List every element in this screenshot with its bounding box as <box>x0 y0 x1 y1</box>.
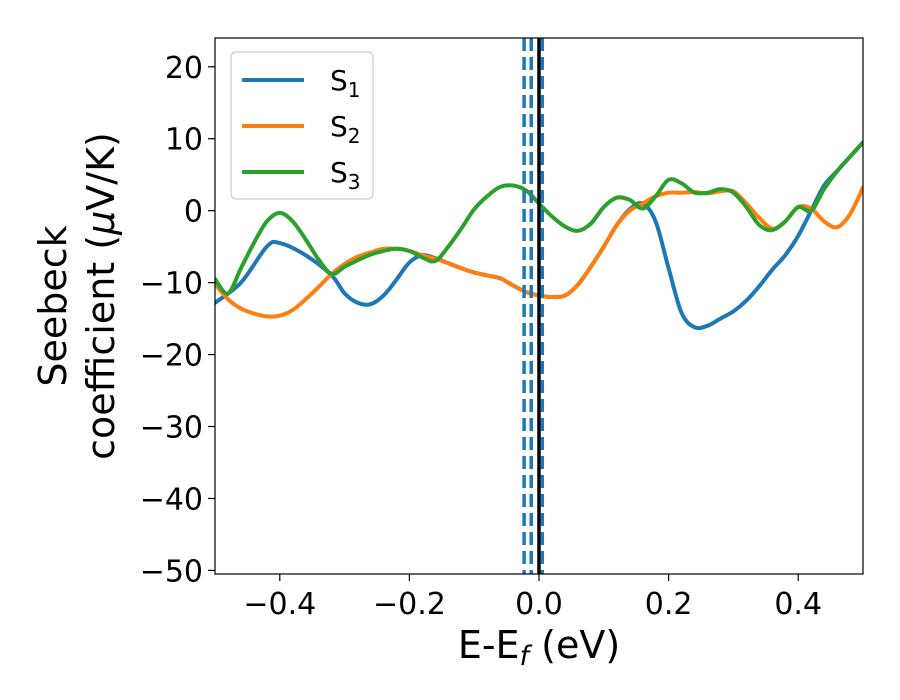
y-axis-label-line1: Seebeck <box>31 225 75 386</box>
x-tick-label: 0.2 <box>645 587 693 622</box>
y-axis-label-unit: V/K) <box>79 132 123 211</box>
x-tick-label: 0.0 <box>515 587 563 622</box>
axes: −0.4 −0.2 0.0 0.2 0.4 20 10 0 −10 −20 −30 −40 −50 <box>140 51 822 622</box>
x-axis-label-main: E-E <box>458 623 520 667</box>
y-axis-label-pre: coefficient ( <box>79 235 123 460</box>
y-tick-label: 10 <box>165 123 203 158</box>
x-tick-label: −0.2 <box>373 587 446 622</box>
y-axis-label-line2: coefficient (μV/K) <box>79 132 123 460</box>
x-tick-label: 0.4 <box>774 587 822 622</box>
legend-label-s2: S2 <box>330 110 361 148</box>
y-tick-label: −20 <box>140 339 203 374</box>
x-tick-label: −0.4 <box>243 587 316 622</box>
y-axis-label-mu: μ <box>79 211 123 236</box>
legend-label-s1: S1 <box>330 64 361 102</box>
y-tick-label: −30 <box>140 411 203 446</box>
y-tick-label: −40 <box>140 482 203 517</box>
legend: S1 S2 S3 <box>230 51 374 200</box>
y-tick-label: 0 <box>184 195 203 230</box>
legend-label-s3: S3 <box>330 156 361 194</box>
y-tick-label: −10 <box>140 267 203 302</box>
x-axis-label: E-Ef (eV) <box>458 623 620 672</box>
y-tick-label: 20 <box>165 51 203 86</box>
x-axis-label-suffix: (eV) <box>529 623 620 667</box>
y-tick-label: −50 <box>140 554 203 589</box>
plot-area <box>215 38 863 574</box>
